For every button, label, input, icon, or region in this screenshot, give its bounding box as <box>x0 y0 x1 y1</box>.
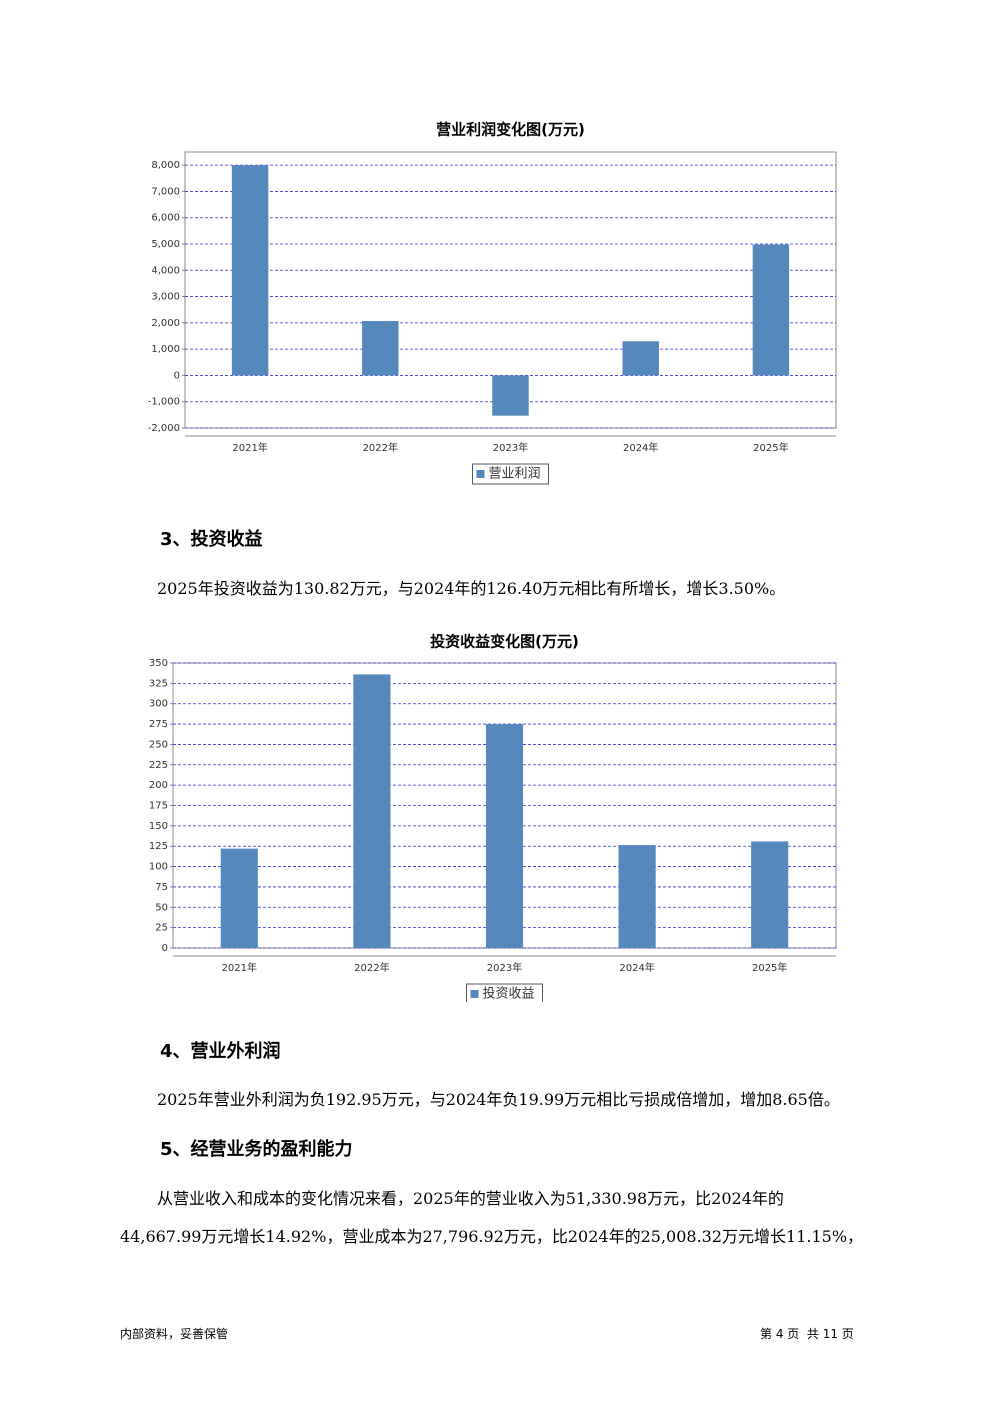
y-tick-label: 125 <box>149 841 168 852</box>
paragraph: 44,667.99万元增长14.92%，营业成本为27,796.92万元，比20… <box>120 1227 864 1246</box>
y-tick-label: 200 <box>149 780 168 791</box>
y-tick-label: 75 <box>155 882 168 893</box>
bar <box>618 845 656 948</box>
legend-label: 营业利润 <box>489 467 541 482</box>
y-tick-label: 3,000 <box>151 292 180 303</box>
y-tick-label: 350 <box>149 658 168 669</box>
y-tick-label: 7,000 <box>151 186 180 197</box>
y-tick-label: 250 <box>149 739 168 750</box>
bar <box>362 321 399 376</box>
x-tick-label: 2023年 <box>487 961 522 974</box>
x-tick-label: 2021年 <box>222 961 257 974</box>
footer-left: 内部资料，妥善保管 <box>120 1327 229 1341</box>
x-tick-label: 2024年 <box>623 441 658 454</box>
y-tick-label: 100 <box>149 862 168 873</box>
legend-label: 投资收益 <box>483 986 535 1002</box>
y-tick-label: 175 <box>149 801 168 812</box>
legend-swatch <box>470 990 479 998</box>
x-tick-label: 2024年 <box>619 961 654 974</box>
paragraph: 2025年投资收益为130.82万元，与2024年的126.40万元相比有所增长… <box>157 579 786 598</box>
legend-box <box>466 983 543 1002</box>
y-tick-label: 6,000 <box>151 213 180 224</box>
paragraph: 2025年营业外利润为负192.95万元，与2024年负19.99万元相比亏损成… <box>157 1090 840 1109</box>
x-tick-label: 2025年 <box>752 961 787 974</box>
legend-swatch <box>476 470 485 478</box>
bar <box>492 375 529 416</box>
chart: 营业利润变化图(万元) -2,000 -1,000 0 1,000 2,000 3,000 4… <box>148 121 837 485</box>
bar <box>622 341 659 376</box>
heading: 3、投资收益 <box>160 529 263 550</box>
x-tick-label: 2021年 <box>232 441 267 454</box>
x-tick-label: 2022年 <box>354 961 389 974</box>
bar <box>752 244 790 376</box>
y-tick-label: 5,000 <box>151 239 180 250</box>
chart-title: 投资收益变化图(万元) <box>430 633 579 651</box>
y-tick-label: 2,000 <box>151 318 180 329</box>
x-tick-label: 2022年 <box>363 441 398 454</box>
chart-title: 营业利润变化图(万元) <box>436 121 585 139</box>
legend-box <box>472 463 549 485</box>
y-tick-label: 1,000 <box>151 344 180 355</box>
x-tick-label: 2025年 <box>753 441 788 454</box>
heading: 4、营业外利润 <box>160 1041 281 1062</box>
y-tick-label: 8,000 <box>151 160 180 171</box>
bar <box>353 674 391 948</box>
y-tick-label: 225 <box>149 760 168 771</box>
paragraph: 从营业收入和成本的变化情况来看，2025年的营业收入为51,330.98万元，比… <box>157 1189 784 1208</box>
y-tick-label: 325 <box>149 678 168 689</box>
y-tick-label: 0 <box>174 370 180 381</box>
y-tick-label: -2,000 <box>148 423 180 434</box>
bar <box>751 841 789 948</box>
y-tick-label: 0 <box>162 943 168 954</box>
y-tick-label: 50 <box>155 902 168 913</box>
y-tick-label: 25 <box>155 923 168 934</box>
y-tick-label: 150 <box>149 821 168 832</box>
heading: 5、经营业务的盈利能力 <box>160 1139 353 1160</box>
bar <box>220 848 258 948</box>
bar <box>231 165 269 376</box>
y-tick-label: 4,000 <box>151 265 180 276</box>
footer-right: 第 4 页 共 11 页 <box>760 1327 854 1341</box>
chart: 投资收益变化图(万元) 0 25 50 75 100 125 150 175 200 225 250 2… <box>149 633 837 1002</box>
y-tick-label: -1,000 <box>148 397 180 408</box>
bar <box>485 724 524 948</box>
y-tick-label: 275 <box>149 719 168 730</box>
x-tick-label: 2023年 <box>493 441 528 454</box>
y-tick-label: 300 <box>149 699 168 710</box>
